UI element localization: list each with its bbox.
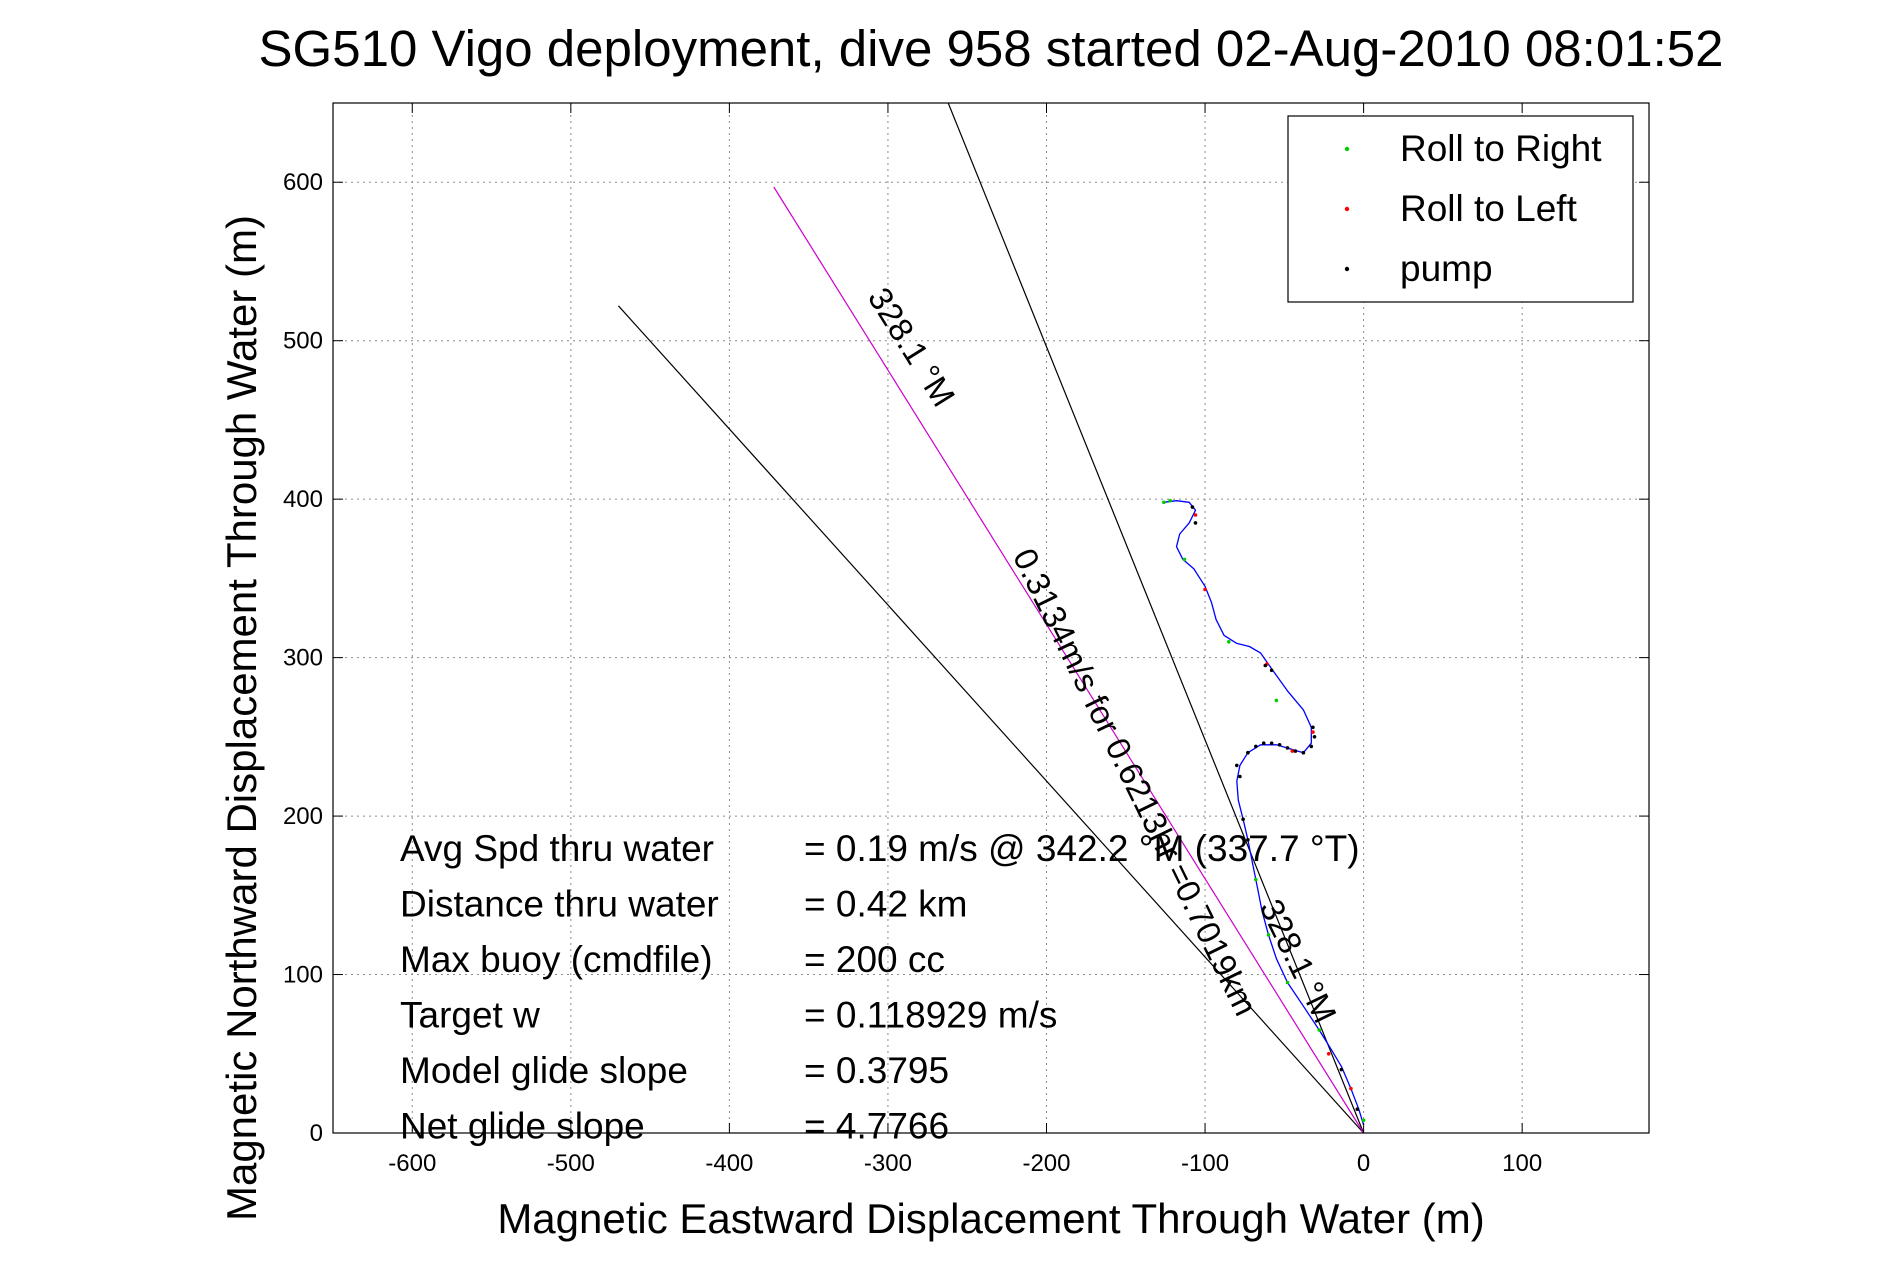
roll-left-point — [1193, 513, 1198, 517]
pump-point — [1339, 1067, 1344, 1072]
x-tick-label: -500 — [547, 1150, 595, 1177]
stat-label: Model glide slope — [400, 1050, 688, 1091]
stats-block: Avg Spd thru water = 0.19 m/s @ 342.2 °M … — [400, 828, 1360, 1147]
pump-point — [1246, 750, 1250, 755]
stat-label: Net glide slope — [400, 1106, 645, 1147]
roll-right-point — [1266, 933, 1271, 937]
y-ticks: 0 100 200 300 400 500 600 — [283, 169, 1649, 1147]
y-tick-label: 100 — [283, 962, 323, 989]
x-ticks: -600 -500 -400 -300 -200 -100 0 100 — [388, 103, 1542, 1177]
pump-point — [1241, 817, 1245, 821]
line-annotation-upper: 328.1 °M — [861, 281, 963, 413]
annotation-distance: 0.3134m/s for 0.6213hr =0.7019km — [1006, 543, 1265, 1022]
chart-title: SG510 Vigo deployment, dive 958 started … — [259, 20, 1724, 77]
x-tick-label: -600 — [388, 1150, 436, 1177]
roll-right-point — [1227, 640, 1231, 644]
marker-layer — [1162, 498, 1366, 1123]
legend-label: pump — [1400, 248, 1493, 289]
stat-value: = 0.3795 — [804, 1050, 949, 1091]
stat-value: = 200 cc — [804, 939, 945, 980]
reference-line — [947, 102, 1365, 1134]
roll-right-point — [1274, 698, 1279, 703]
pump-point — [1293, 749, 1298, 753]
y-tick-label: 400 — [283, 486, 323, 513]
stat-value: = 0.42 km — [804, 884, 968, 925]
stat-value: = 0.19 m/s @ 342.2 °M (337.7 °T) — [804, 828, 1360, 869]
pump-point — [1238, 774, 1242, 779]
y-tick-label: 300 — [283, 645, 323, 672]
stat-label: Max buoy (cmdfile) — [400, 939, 713, 980]
y-tick-label: 0 — [310, 1120, 323, 1147]
pump-point — [1277, 743, 1282, 747]
pump-point — [1312, 735, 1317, 739]
pump-point — [1235, 763, 1239, 768]
y-tick-label: 500 — [283, 328, 323, 355]
pump-point — [1254, 744, 1258, 749]
roll-right-point — [1162, 500, 1166, 505]
y-tick-label: 200 — [283, 803, 323, 830]
x-tick-label: -100 — [1181, 1150, 1229, 1177]
roll-left-point — [1203, 587, 1207, 592]
stat-value: = 0.118929 m/s — [804, 995, 1057, 1036]
grid — [333, 103, 1649, 1134]
pump-point — [1269, 668, 1274, 673]
stat-value: = 4.7766 — [804, 1106, 949, 1147]
reference-line — [773, 186, 1365, 1134]
pump-point — [1193, 521, 1198, 525]
stat-label: Distance thru water — [400, 884, 719, 925]
x-tick-label: -400 — [705, 1150, 753, 1177]
line-annotation-middle: 0.3134m/s for 0.6213hr =0.7019km — [1006, 543, 1265, 1022]
x-tick-label: -200 — [1022, 1150, 1070, 1177]
roll-right-point — [1361, 1118, 1366, 1123]
legend-label: Roll to Left — [1400, 188, 1578, 229]
pump-point — [1269, 741, 1274, 745]
stat-label: Avg Spd thru water — [400, 828, 714, 869]
plot-frame — [332, 102, 1650, 1134]
track-layer — [1163, 500, 1365, 1126]
legend: Roll to Right Roll to Left pump — [1287, 115, 1634, 303]
x-tick-label: 100 — [1502, 1150, 1542, 1177]
stat-label: Target w — [400, 995, 540, 1036]
reference-lines — [617, 102, 1365, 1134]
x-tick-label: -300 — [864, 1150, 912, 1177]
roll-right-point — [1254, 877, 1258, 882]
annotation-heading-lower: 328.1 °M — [1253, 893, 1344, 1028]
line-annotation-lower: 328.1 °M — [1253, 893, 1344, 1028]
x-axis-label: Magnetic Eastward Displacement Through W… — [497, 1195, 1484, 1242]
roll-left-point — [1326, 1052, 1331, 1056]
reference-line — [617, 305, 1365, 1134]
x-tick-label: 0 — [1357, 1150, 1370, 1177]
pump-point — [1190, 505, 1195, 509]
glider-track-line — [1163, 500, 1365, 1126]
pump-point — [1355, 1107, 1360, 1111]
pump-point — [1263, 663, 1268, 668]
roll-left-point — [1311, 730, 1315, 734]
y-axis-label: Magnetic Northward Displacement Through … — [218, 215, 265, 1221]
roll-right-point — [1317, 1028, 1321, 1032]
roll-left-point — [1290, 749, 1295, 753]
pump-point — [1309, 744, 1314, 749]
roll-right-point — [1168, 498, 1172, 503]
pump-point — [1311, 725, 1315, 730]
roll-right-point — [1285, 980, 1290, 985]
pump-point — [1261, 741, 1266, 745]
pump-point — [1285, 746, 1290, 750]
legend-marker — [1344, 146, 1350, 152]
roll-right-point — [1182, 557, 1187, 562]
legend-label: Roll to Right — [1400, 128, 1602, 169]
roll-left-point — [1349, 1086, 1353, 1091]
legend-marker — [1344, 206, 1350, 212]
y-tick-label: 600 — [283, 169, 323, 196]
pump-point — [1301, 750, 1306, 755]
legend-marker — [1344, 266, 1350, 272]
annotation-heading-upper: 328.1 °M — [861, 281, 963, 413]
pump-point — [1246, 838, 1250, 842]
